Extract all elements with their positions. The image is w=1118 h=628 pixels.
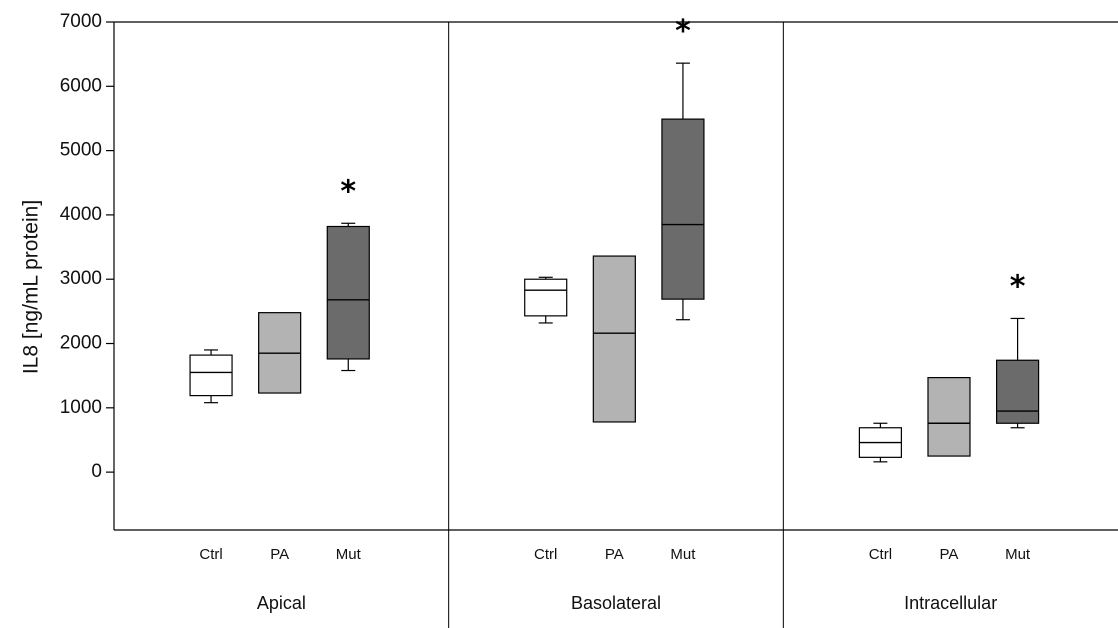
box-apical-pa <box>258 312 302 394</box>
y-tick-label: 3000 <box>60 268 102 289</box>
group-label: Basolateral <box>571 593 661 613</box>
category-label: Mut <box>336 546 362 563</box>
box-basolateral-ctrl <box>524 276 568 324</box>
y-tick-label: 1000 <box>60 397 102 418</box>
category-label: Mut <box>670 546 696 563</box>
box-intracellular-pa <box>927 377 971 457</box>
group-label: Apical <box>257 593 306 613</box>
box-plots: * * * <box>189 14 1040 463</box>
category-label: Mut <box>1005 546 1031 563</box>
box-iqr <box>326 225 370 360</box>
y-tick-label: 0 <box>91 461 102 482</box>
box-apical-mut: * <box>326 174 370 372</box>
box-iqr <box>661 118 705 300</box>
box-iqr <box>927 377 971 457</box>
box-apical-ctrl <box>189 349 233 404</box>
box-iqr <box>995 359 1040 424</box>
box-iqr <box>524 278 568 317</box>
category-label: PA <box>270 546 289 563</box>
category-label: Ctrl <box>869 546 892 563</box>
y-tick-label: 7000 <box>60 11 102 32</box>
axes <box>113 21 1118 628</box>
significance-marker: * <box>340 174 356 209</box>
y-axis-label: IL8 [ng/mL protein] <box>20 200 43 374</box>
category-label: Ctrl <box>534 546 557 563</box>
box-iqr <box>189 354 233 397</box>
category-label: PA <box>940 546 959 563</box>
y-tick-label: 5000 <box>60 140 102 161</box>
significance-marker: * <box>1010 269 1026 304</box>
significance-marker: * <box>675 14 691 49</box>
group-label: Intracellular <box>904 593 997 613</box>
y-axis-ticks: 0 1000 2000 3000 4000 5000 6000 7000 <box>60 11 114 482</box>
y-tick-label: 6000 <box>60 75 102 96</box>
box-intracellular-ctrl <box>858 422 902 463</box>
box-iqr <box>592 255 636 423</box>
box-basolateral-mut: * <box>661 14 705 321</box>
y-tick-label: 4000 <box>60 204 102 225</box>
x-axis-labels: Apical Ctrl PA Mut Basolateral Ctrl PA Mut Intra… <box>199 546 1031 613</box>
category-label: Ctrl <box>199 546 222 563</box>
box-intracellular-mut: * <box>995 269 1040 429</box>
box-basolateral-pa <box>592 255 636 423</box>
y-tick-label: 2000 <box>60 333 102 354</box>
category-label: PA <box>605 546 624 563</box>
